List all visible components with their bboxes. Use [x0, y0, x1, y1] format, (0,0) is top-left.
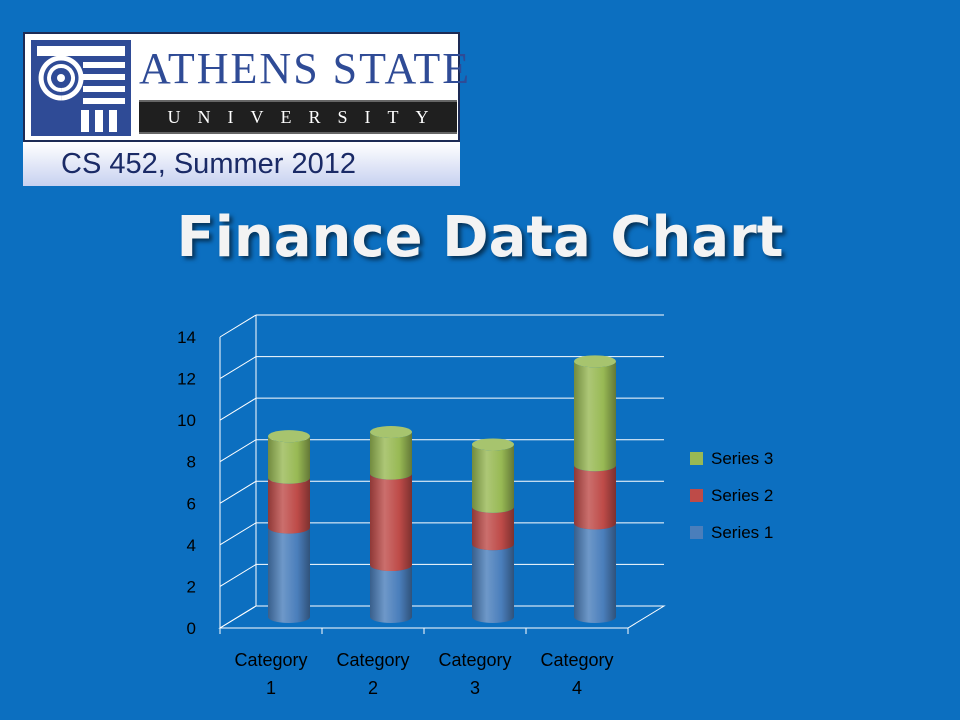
bar-segment-series-1: [472, 544, 514, 623]
y-tick-label: 8: [187, 453, 196, 472]
y-tick-label: 14: [177, 328, 196, 347]
logo-university-bar: UNIVERSITY: [139, 100, 457, 134]
course-banner: CS 452, Summer 2012: [23, 142, 460, 186]
bar-segment-series-2: [472, 506, 514, 551]
logo-subname: UNIVERSITY: [167, 107, 446, 127]
bar-top-cap: [268, 430, 310, 443]
bar-segment-series-3: [574, 361, 616, 472]
category-label: Category 4: [540, 650, 613, 698]
legend-swatch: [690, 526, 703, 539]
chart-floor: [218, 605, 666, 629]
gridline-depth: [219, 314, 257, 338]
y-tick-label: 10: [177, 411, 196, 430]
gridline-depth: [219, 439, 257, 463]
logo-header: ATHENS STATE UNIVERSITY: [23, 32, 472, 142]
bar-top-cap: [370, 426, 412, 439]
bar-segment-series-1: [268, 527, 310, 623]
bar-top-cap: [574, 355, 616, 368]
y-tick-label: 6: [187, 494, 196, 513]
bar-segment-series-2: [268, 477, 310, 534]
gridline-depth: [219, 480, 257, 504]
category-label-line: 1: [266, 678, 276, 698]
bar-segment-series-1: [370, 565, 412, 623]
category-label-line: 4: [572, 678, 582, 698]
y-tick-label: 4: [187, 536, 196, 555]
category-label: Category 1: [234, 650, 307, 698]
legend-label: Series 3: [711, 449, 773, 468]
category-label-line: Category: [234, 650, 307, 670]
logo-name: ATHENS STATE: [139, 44, 472, 93]
university-logo: ATHENS STATE UNIVERSITY CS 452, Summer 2…: [23, 32, 472, 186]
category-label: Category 2: [336, 650, 409, 698]
category-label-line: Category: [540, 650, 613, 670]
slide-title: Finance Data Chart: [176, 205, 784, 270]
category-label-line: Category: [438, 650, 511, 670]
gridline-depth: [219, 397, 257, 421]
category-label-line: 3: [470, 678, 480, 698]
legend-swatch: [690, 489, 703, 502]
legend-label: Series 2: [711, 486, 773, 505]
y-tick-label: 12: [177, 370, 196, 389]
bar-top-cap: [472, 438, 514, 451]
gridline-depth: [219, 564, 257, 587]
legend-label: Series 1: [711, 523, 773, 542]
y-tick-label: 0: [187, 619, 196, 638]
bar-segment-series-3: [370, 432, 412, 480]
gridline-depth: [219, 356, 257, 379]
gridline-depth: [219, 522, 257, 546]
category-label-line: Category: [336, 650, 409, 670]
bar-segment-series-2: [370, 473, 412, 572]
bar-segment-series-3: [268, 436, 310, 484]
category-label-line: 2: [368, 678, 378, 698]
course-label: CS 452, Summer 2012: [61, 148, 356, 180]
bar-segment-series-2: [574, 465, 616, 530]
bar-segment-series-3: [472, 444, 514, 513]
bar-segment-series-1: [574, 523, 616, 623]
category-label: Category 3: [438, 650, 511, 698]
ionic-column-icon: [31, 40, 131, 136]
legend-swatch: [690, 452, 703, 465]
y-tick-label: 2: [187, 577, 196, 596]
